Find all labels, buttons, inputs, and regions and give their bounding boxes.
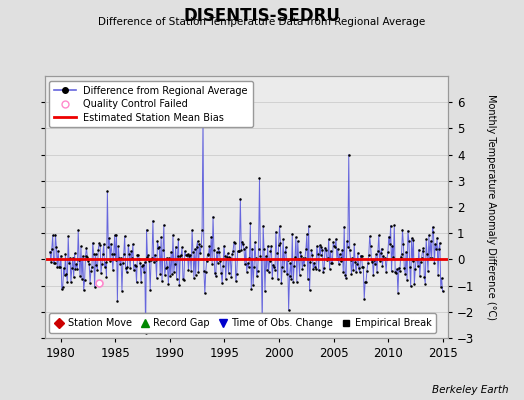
Y-axis label: Monthly Temperature Anomaly Difference (°C): Monthly Temperature Anomaly Difference (… (486, 94, 496, 320)
Text: DISENTIS-SEDRU: DISENTIS-SEDRU (183, 7, 341, 25)
Legend: Station Move, Record Gap, Time of Obs. Change, Empirical Break: Station Move, Record Gap, Time of Obs. C… (49, 314, 436, 333)
Text: Berkeley Earth: Berkeley Earth (432, 385, 508, 395)
Text: Difference of Station Temperature Data from Regional Average: Difference of Station Temperature Data f… (99, 17, 425, 27)
